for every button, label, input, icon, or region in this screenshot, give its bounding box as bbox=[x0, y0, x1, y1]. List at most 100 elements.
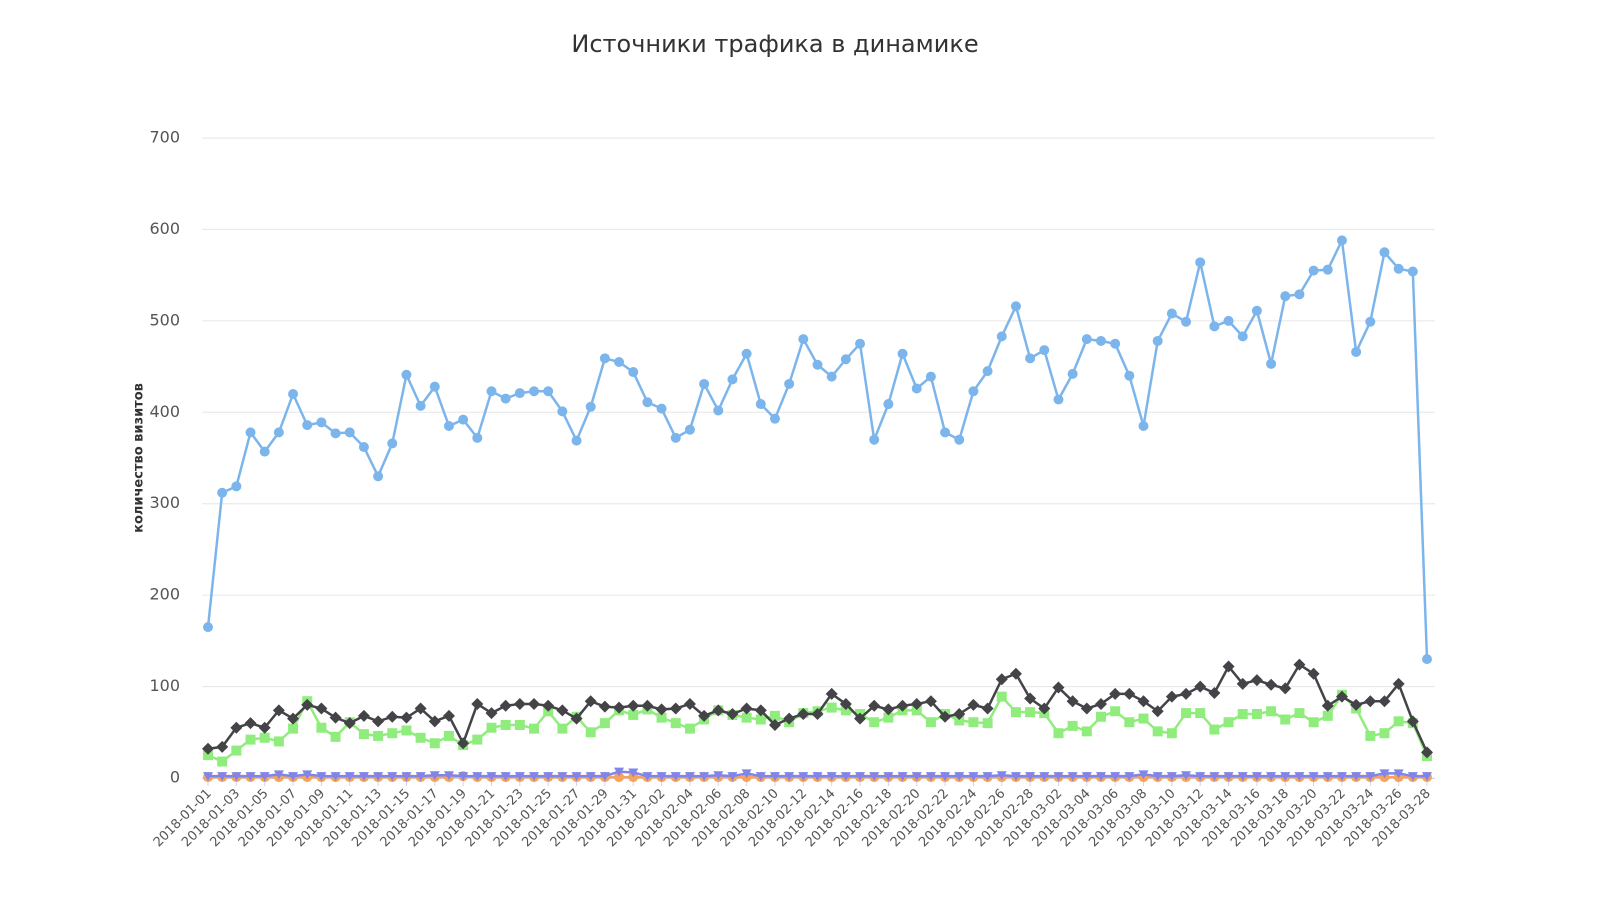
point bbox=[1053, 728, 1064, 739]
point bbox=[968, 717, 979, 728]
point bbox=[1052, 681, 1065, 694]
y-axis-title: количество визитов bbox=[132, 383, 147, 533]
point bbox=[826, 371, 837, 382]
point bbox=[330, 428, 341, 439]
point bbox=[1336, 235, 1347, 246]
point bbox=[1365, 730, 1376, 741]
point bbox=[1010, 707, 1021, 718]
point bbox=[1109, 687, 1122, 700]
point bbox=[1365, 772, 1376, 782]
point bbox=[358, 442, 369, 453]
point bbox=[1322, 264, 1333, 275]
point bbox=[883, 399, 894, 410]
point bbox=[826, 772, 837, 782]
point bbox=[883, 772, 894, 782]
point bbox=[401, 725, 412, 736]
point bbox=[1222, 660, 1235, 673]
point bbox=[556, 704, 569, 717]
point bbox=[217, 772, 228, 782]
point bbox=[329, 711, 342, 724]
point bbox=[1407, 266, 1418, 277]
series-line bbox=[206, 236, 1429, 660]
point bbox=[429, 771, 440, 781]
point bbox=[1152, 772, 1163, 782]
point bbox=[1294, 708, 1305, 719]
point bbox=[1039, 772, 1050, 782]
point bbox=[1351, 346, 1362, 357]
point bbox=[1308, 772, 1319, 782]
point bbox=[811, 708, 824, 720]
point bbox=[529, 723, 540, 734]
y-tick-label: 0 bbox=[170, 768, 180, 787]
point bbox=[1279, 682, 1292, 695]
point bbox=[1208, 686, 1221, 699]
point bbox=[769, 772, 780, 782]
point bbox=[598, 700, 611, 713]
point bbox=[571, 772, 582, 782]
point bbox=[954, 715, 965, 726]
point bbox=[471, 697, 484, 710]
point bbox=[712, 704, 725, 717]
point bbox=[528, 697, 541, 710]
point bbox=[287, 712, 300, 725]
point bbox=[472, 772, 483, 782]
point bbox=[372, 715, 385, 728]
point bbox=[1124, 370, 1135, 381]
point bbox=[585, 401, 596, 412]
point bbox=[996, 331, 1007, 342]
point bbox=[358, 729, 369, 740]
point bbox=[231, 772, 242, 782]
point bbox=[387, 728, 398, 739]
point bbox=[627, 699, 640, 712]
y-tick-label: 300 bbox=[149, 493, 180, 512]
point bbox=[656, 403, 667, 414]
point bbox=[911, 705, 922, 716]
point bbox=[1280, 291, 1291, 302]
y-tick-label: 100 bbox=[149, 676, 180, 695]
point bbox=[557, 406, 568, 417]
point bbox=[486, 722, 497, 733]
point bbox=[882, 703, 895, 716]
point bbox=[812, 772, 823, 782]
point bbox=[1379, 247, 1390, 258]
point bbox=[259, 772, 270, 782]
point bbox=[1266, 772, 1277, 782]
point bbox=[1251, 772, 1262, 782]
point bbox=[1365, 316, 1376, 327]
point bbox=[1378, 695, 1391, 708]
point bbox=[216, 740, 229, 753]
point bbox=[656, 712, 667, 723]
point bbox=[1236, 677, 1249, 690]
point bbox=[1053, 394, 1064, 405]
point bbox=[839, 697, 852, 710]
point bbox=[1294, 772, 1305, 782]
point bbox=[939, 710, 952, 723]
point bbox=[855, 772, 866, 782]
point bbox=[1421, 746, 1433, 759]
point bbox=[1308, 265, 1319, 276]
point bbox=[472, 432, 483, 443]
point bbox=[514, 719, 525, 730]
point bbox=[1321, 699, 1334, 712]
point bbox=[869, 772, 880, 782]
point bbox=[529, 772, 540, 782]
point bbox=[940, 772, 951, 782]
point bbox=[812, 359, 823, 370]
point bbox=[1209, 772, 1220, 782]
point bbox=[1293, 658, 1306, 671]
point bbox=[1335, 690, 1348, 703]
point bbox=[1422, 654, 1432, 665]
point bbox=[1138, 421, 1149, 431]
point bbox=[642, 772, 653, 782]
point bbox=[1138, 770, 1149, 780]
point bbox=[259, 732, 270, 743]
point bbox=[669, 702, 682, 715]
point bbox=[599, 718, 610, 729]
point bbox=[415, 732, 426, 743]
point bbox=[259, 446, 270, 457]
point bbox=[1406, 715, 1419, 728]
point bbox=[670, 772, 681, 782]
point bbox=[1094, 697, 1107, 710]
point bbox=[1010, 301, 1021, 312]
point bbox=[684, 424, 695, 435]
